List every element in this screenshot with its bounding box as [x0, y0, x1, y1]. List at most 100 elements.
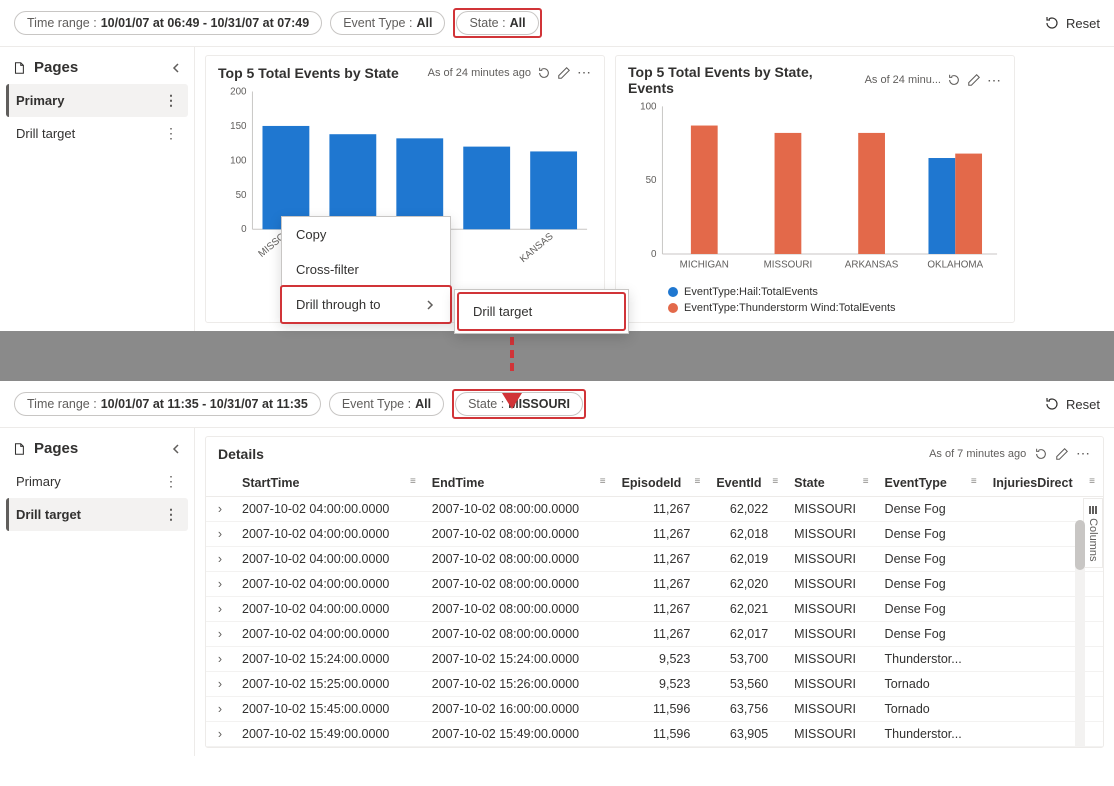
pages-icon: [12, 61, 26, 75]
reset-icon: [1044, 396, 1060, 412]
expand-icon[interactable]: ›: [206, 547, 234, 572]
legend-label: EventType:Thunderstorm Wind:TotalEvents: [684, 302, 896, 314]
table-header[interactable]: EndTime≡: [424, 470, 614, 497]
collapse-chevron-icon[interactable]: [170, 62, 182, 74]
expand-icon[interactable]: ›: [206, 647, 234, 672]
more-icon[interactable]: ⋯: [577, 64, 592, 81]
reset-icon: [1044, 15, 1060, 31]
expand-icon[interactable]: ›: [206, 697, 234, 722]
chart1-asof: As of 24 minutes ago: [428, 67, 531, 79]
more-icon[interactable]: ⋯: [987, 72, 1002, 89]
state-label: State :: [469, 16, 505, 30]
pages-header: Pages: [6, 51, 188, 84]
page-item-drill-target[interactable]: Drill target ⋮: [6, 117, 188, 150]
event-type-value: All: [416, 16, 432, 30]
page-more-icon[interactable]: ⋮: [164, 92, 178, 109]
scrollbar-thumb[interactable]: [1075, 520, 1085, 570]
pages-title: Pages: [34, 59, 162, 76]
time-range-filter[interactable]: Time range : 10/01/07 at 06:49 - 10/31/0…: [14, 11, 322, 35]
legend-label: EventType:Hail:TotalEvents: [684, 286, 818, 298]
expand-icon[interactable]: ›: [206, 572, 234, 597]
svg-text:0: 0: [241, 224, 247, 235]
expand-icon[interactable]: ›: [206, 722, 234, 747]
state-filter[interactable]: State : All: [456, 11, 538, 35]
chart2-title: Top 5 Total Events by State, Events: [628, 64, 859, 96]
svg-text:200: 200: [230, 86, 247, 97]
table-header[interactable]: EventId≡: [708, 470, 786, 497]
expand-icon[interactable]: ›: [206, 522, 234, 547]
pages-sidebar: Pages Primary ⋮ Drill target ⋮: [0, 428, 195, 756]
page-label: Primary: [16, 474, 61, 489]
page-label: Drill target: [16, 126, 75, 141]
table-header[interactable]: State≡: [786, 470, 876, 497]
pages-title: Pages: [34, 440, 162, 457]
event-type-label: Event Type :: [343, 16, 412, 30]
page-item-drill-target[interactable]: Drill target ⋮: [6, 498, 188, 531]
ctx-drill-through[interactable]: Drill through to: [282, 287, 450, 322]
legend-item: EventType:Hail:TotalEvents: [668, 286, 1002, 298]
page-label: Primary: [16, 93, 64, 108]
table-header[interactable]: InjuriesDirect≡: [985, 470, 1103, 497]
filter-bar-bottom: Time range : 10/01/07 at 11:35 - 10/31/0…: [0, 381, 1114, 428]
page-label: Drill target: [16, 507, 81, 522]
refresh-icon[interactable]: [947, 73, 961, 87]
table-row[interactable]: ›2007-10-02 04:00:00.00002007-10-02 08:0…: [206, 622, 1103, 647]
table-row[interactable]: ›2007-10-02 04:00:00.00002007-10-02 08:0…: [206, 547, 1103, 572]
expand-icon[interactable]: ›: [206, 672, 234, 697]
time-range-filter[interactable]: Time range : 10/01/07 at 11:35 - 10/31/0…: [14, 392, 321, 416]
ctx-drill-target[interactable]: Drill target: [459, 294, 624, 329]
vertical-scrollbar[interactable]: [1075, 520, 1085, 748]
table-header[interactable]: StartTime≡: [234, 470, 424, 497]
svg-text:ARKANSAS: ARKANSAS: [845, 260, 899, 271]
expand-icon[interactable]: ›: [206, 622, 234, 647]
event-type-filter[interactable]: Event Type : All: [329, 392, 444, 416]
table-row[interactable]: ›2007-10-02 04:00:00.00002007-10-02 08:0…: [206, 522, 1103, 547]
page-item-primary[interactable]: Primary ⋮: [6, 84, 188, 117]
time-range-value: 10/01/07 at 06:49 - 10/31/07 at 07:49: [101, 16, 309, 30]
event-type-filter[interactable]: Event Type : All: [330, 11, 445, 35]
expand-icon[interactable]: ›: [206, 597, 234, 622]
table-row[interactable]: ›2007-10-02 15:45:00.00002007-10-02 16:0…: [206, 697, 1103, 722]
columns-tab-label: Columns: [1087, 518, 1099, 561]
svg-text:0: 0: [651, 249, 657, 260]
table-row[interactable]: ›2007-10-02 15:24:00.00002007-10-02 15:2…: [206, 647, 1103, 672]
refresh-icon[interactable]: [1034, 447, 1048, 461]
columns-tab[interactable]: Columns: [1083, 498, 1103, 568]
legend-item: EventType:Thunderstorm Wind:TotalEvents: [668, 302, 1002, 314]
table-row[interactable]: ›2007-10-02 04:00:00.00002007-10-02 08:0…: [206, 497, 1103, 522]
reset-button[interactable]: Reset: [1044, 396, 1100, 412]
more-icon[interactable]: ⋯: [1076, 445, 1091, 462]
table-row[interactable]: ›2007-10-02 04:00:00.00002007-10-02 08:0…: [206, 572, 1103, 597]
table-row[interactable]: ›2007-10-02 15:49:00.00002007-10-02 15:4…: [206, 722, 1103, 747]
table-row[interactable]: ›2007-10-02 15:25:00.00002007-10-02 15:2…: [206, 672, 1103, 697]
page-more-icon[interactable]: ⋮: [164, 125, 178, 142]
table-row[interactable]: ›2007-10-02 04:00:00.00002007-10-02 08:0…: [206, 597, 1103, 622]
edit-icon[interactable]: [557, 66, 571, 80]
svg-text:100: 100: [640, 101, 657, 112]
collapse-chevron-icon[interactable]: [170, 443, 182, 455]
chevron-right-icon: [424, 299, 436, 311]
page-more-icon[interactable]: ⋮: [164, 506, 178, 523]
reset-button[interactable]: Reset: [1044, 15, 1100, 31]
ctx-cross-filter[interactable]: Cross-filter: [282, 252, 450, 287]
refresh-icon[interactable]: [537, 66, 551, 80]
table-header[interactable]: EpisodeId≡: [614, 470, 709, 497]
reset-label: Reset: [1066, 397, 1100, 412]
time-range-label: Time range :: [27, 16, 97, 30]
chart2-asof: As of 24 minu...: [865, 74, 941, 86]
page-more-icon[interactable]: ⋮: [164, 473, 178, 490]
svg-text:150: 150: [230, 121, 247, 132]
edit-icon[interactable]: [967, 73, 981, 87]
page-item-primary[interactable]: Primary ⋮: [6, 465, 188, 498]
pages-sidebar: Pages Primary ⋮ Drill target ⋮: [0, 47, 195, 331]
pages-icon: [12, 442, 26, 456]
ctx-copy[interactable]: Copy: [282, 217, 450, 252]
chart2-area[interactable]: 050100MICHIGANMISSOURIARKANSASOKLAHOMA: [628, 100, 1002, 280]
edit-icon[interactable]: [1055, 447, 1069, 461]
expand-icon[interactable]: ›: [206, 497, 234, 522]
details-table: StartTime≡EndTime≡EpisodeId≡EventId≡Stat…: [206, 470, 1103, 747]
details-main: Details As of 7 minutes ago ⋯ StartTime≡…: [195, 428, 1114, 756]
legend-dot: [668, 287, 678, 297]
table-header[interactable]: EventType≡: [877, 470, 985, 497]
chart-card-top5-state: Top 5 Total Events by State As of 24 min…: [205, 55, 605, 323]
